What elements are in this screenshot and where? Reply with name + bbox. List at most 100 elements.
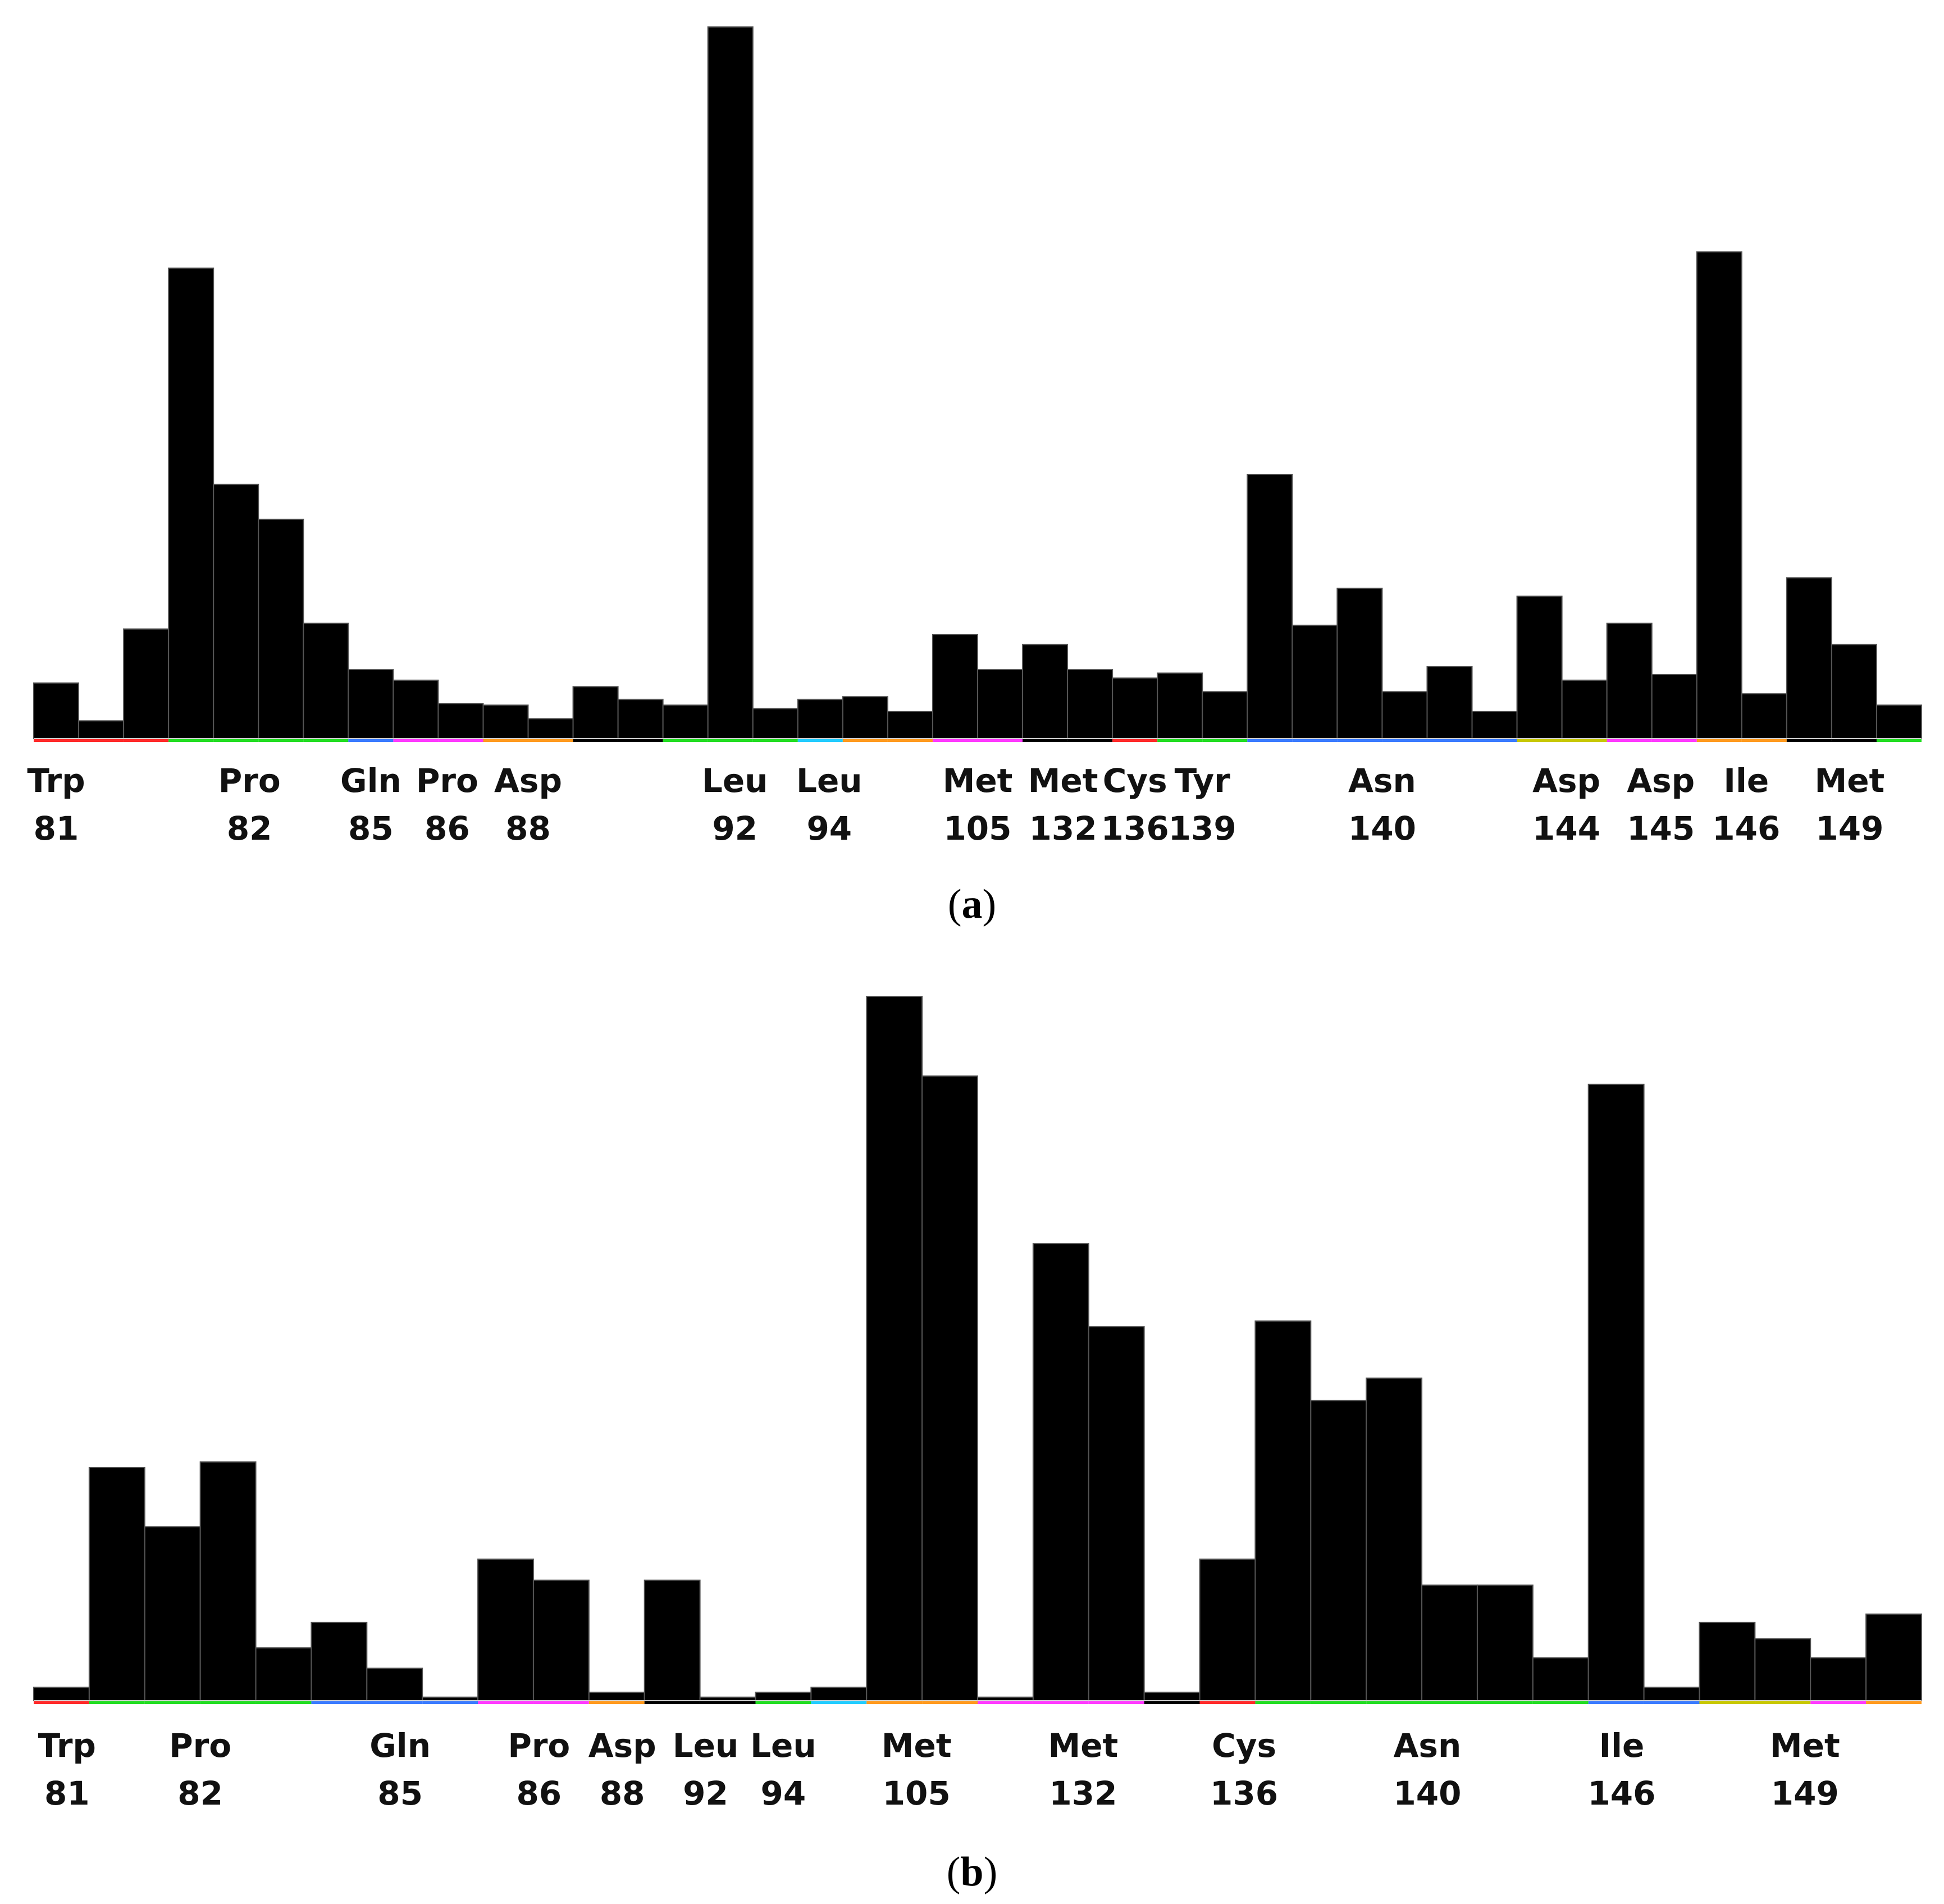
- residue-underline-b-32: [1810, 1701, 1867, 1704]
- residue-underline-a-40: [1831, 739, 1877, 742]
- residue-underline-a-1: [79, 739, 124, 742]
- residue-underline-b-8: [478, 1701, 533, 1704]
- residue-underline-b-33: [1866, 1701, 1922, 1704]
- bar-a-13: [617, 699, 664, 740]
- tick-label-number-b-10: 140: [1393, 1774, 1461, 1812]
- residue-underline-b-23: [1311, 1701, 1367, 1704]
- residue-underline-b-28: [1588, 1701, 1644, 1704]
- residue-underline-a-41: [1876, 739, 1922, 742]
- bar-a-32: [1471, 710, 1518, 739]
- bar-a-33: [1516, 595, 1563, 739]
- bar-b-2: [144, 1526, 201, 1701]
- bar-b-15: [866, 996, 923, 1701]
- tick-label-number-a-14: 146: [1712, 809, 1780, 848]
- residue-underline-b-24: [1366, 1701, 1422, 1704]
- tick-label-number-b-1: 82: [177, 1774, 223, 1812]
- tick-label-number-a-7: 105: [943, 809, 1011, 848]
- bar-b-1: [88, 1466, 145, 1701]
- residue-underline-a-29: [1337, 739, 1382, 742]
- residue-underline-b-5: [311, 1701, 367, 1704]
- bar-a-3: [168, 267, 215, 739]
- bar-a-38: [1741, 693, 1787, 740]
- bar-b-27: [1532, 1657, 1589, 1702]
- residue-underline-a-9: [438, 739, 483, 742]
- tick-label-name-a-14: Ile: [1723, 762, 1769, 800]
- bar-a-31: [1426, 666, 1473, 740]
- tick-label-number-a-3: 86: [425, 809, 470, 848]
- tick-label-name-a-1: Pro: [218, 762, 281, 800]
- bar-a-6: [303, 622, 349, 739]
- tick-label-name-b-3: Pro: [508, 1727, 570, 1765]
- residue-underline-a-18: [842, 739, 888, 742]
- residue-underline-b-16: [922, 1701, 978, 1704]
- tick-label-name-b-12: Met: [1770, 1727, 1840, 1765]
- tick-label-name-a-7: Met: [943, 762, 1013, 800]
- tick-label-number-b-7: 105: [883, 1774, 951, 1812]
- tick-label-number-a-11: 140: [1348, 809, 1416, 848]
- residue-underline-b-22: [1255, 1701, 1311, 1704]
- tick-label-name-b-11: Ile: [1599, 1727, 1645, 1765]
- residue-underline-a-4: [213, 739, 259, 742]
- residue-underline-b-17: [978, 1701, 1033, 1704]
- tick-label-name-a-0: Trp: [27, 762, 85, 800]
- bar-a-7: [348, 669, 394, 739]
- residue-underline-b-1: [89, 1701, 145, 1704]
- tick-label-name-b-1: Pro: [169, 1727, 231, 1765]
- tick-label-name-b-9: Cys: [1212, 1727, 1276, 1765]
- bar-a-41: [1875, 704, 1922, 739]
- residue-underline-b-10: [588, 1701, 645, 1704]
- residue-underline-a-24: [1112, 739, 1158, 742]
- bar-b-26: [1476, 1584, 1534, 1702]
- residue-underline-a-20: [932, 739, 978, 742]
- residue-underline-b-30: [1699, 1701, 1755, 1704]
- bar-b-18: [1032, 1243, 1089, 1701]
- tick-label-name-a-4: Asp: [494, 762, 562, 800]
- bar-b-5: [311, 1621, 368, 1702]
- residue-underline-b-0: [34, 1701, 89, 1704]
- residue-underline-a-35: [1607, 739, 1652, 742]
- tick-label-number-a-6: 94: [806, 809, 852, 848]
- tick-label-number-b-6: 94: [761, 1774, 806, 1812]
- tick-label-name-a-2: Gln: [340, 762, 401, 800]
- bar-a-1: [78, 720, 125, 740]
- bar-b-6: [366, 1668, 423, 1702]
- bar-b-31: [1754, 1638, 1811, 1701]
- bar-a-25: [1157, 672, 1203, 739]
- bar-b-16: [921, 1075, 978, 1701]
- residue-underline-b-26: [1477, 1701, 1533, 1704]
- panel-label-a: (a): [948, 881, 996, 927]
- residue-underline-a-14: [663, 739, 708, 742]
- residue-underline-b-14: [811, 1701, 867, 1704]
- bar-b-25: [1421, 1584, 1478, 1702]
- residue-underline-b-3: [200, 1701, 256, 1704]
- tick-label-number-a-13: 145: [1627, 809, 1695, 848]
- residue-underline-b-6: [367, 1701, 423, 1704]
- residue-underline-b-12: [700, 1701, 756, 1704]
- residue-underline-b-31: [1755, 1701, 1811, 1704]
- residue-underline-b-29: [1644, 1701, 1700, 1704]
- residue-underline-a-33: [1517, 739, 1562, 742]
- residue-underline-a-26: [1202, 739, 1248, 742]
- bar-b-22: [1254, 1320, 1312, 1702]
- residue-underline-a-38: [1741, 739, 1787, 742]
- residue-underline-a-27: [1247, 739, 1293, 742]
- residue-underline-a-23: [1067, 739, 1113, 742]
- tick-label-number-b-9: 136: [1210, 1774, 1278, 1812]
- residue-underline-b-13: [755, 1701, 811, 1704]
- residue-underline-a-28: [1292, 739, 1338, 742]
- residue-underline-a-8: [393, 739, 439, 742]
- tick-label-name-a-8: Met: [1028, 762, 1098, 800]
- bar-a-35: [1606, 622, 1653, 739]
- residue-underline-b-25: [1422, 1701, 1477, 1704]
- residue-underline-b-27: [1532, 1701, 1589, 1704]
- chart-panel-b: Trp 81 Pro 82 Gln 85 Pro 86 Asp 88 Leu 92 Leu 94 Met 10…: [33, 996, 1923, 1812]
- tick-label-number-a-4: 88: [505, 809, 551, 848]
- tick-label-number-b-8: 132: [1049, 1774, 1117, 1812]
- tick-label-name-b-2: Gln: [369, 1727, 431, 1765]
- tick-label-name-b-4: Asp: [588, 1727, 656, 1765]
- tick-label-number-b-12: 149: [1771, 1774, 1839, 1812]
- bar-a-15: [707, 26, 754, 739]
- residue-underline-a-13: [618, 739, 663, 742]
- bar-b-28: [1587, 1083, 1645, 1701]
